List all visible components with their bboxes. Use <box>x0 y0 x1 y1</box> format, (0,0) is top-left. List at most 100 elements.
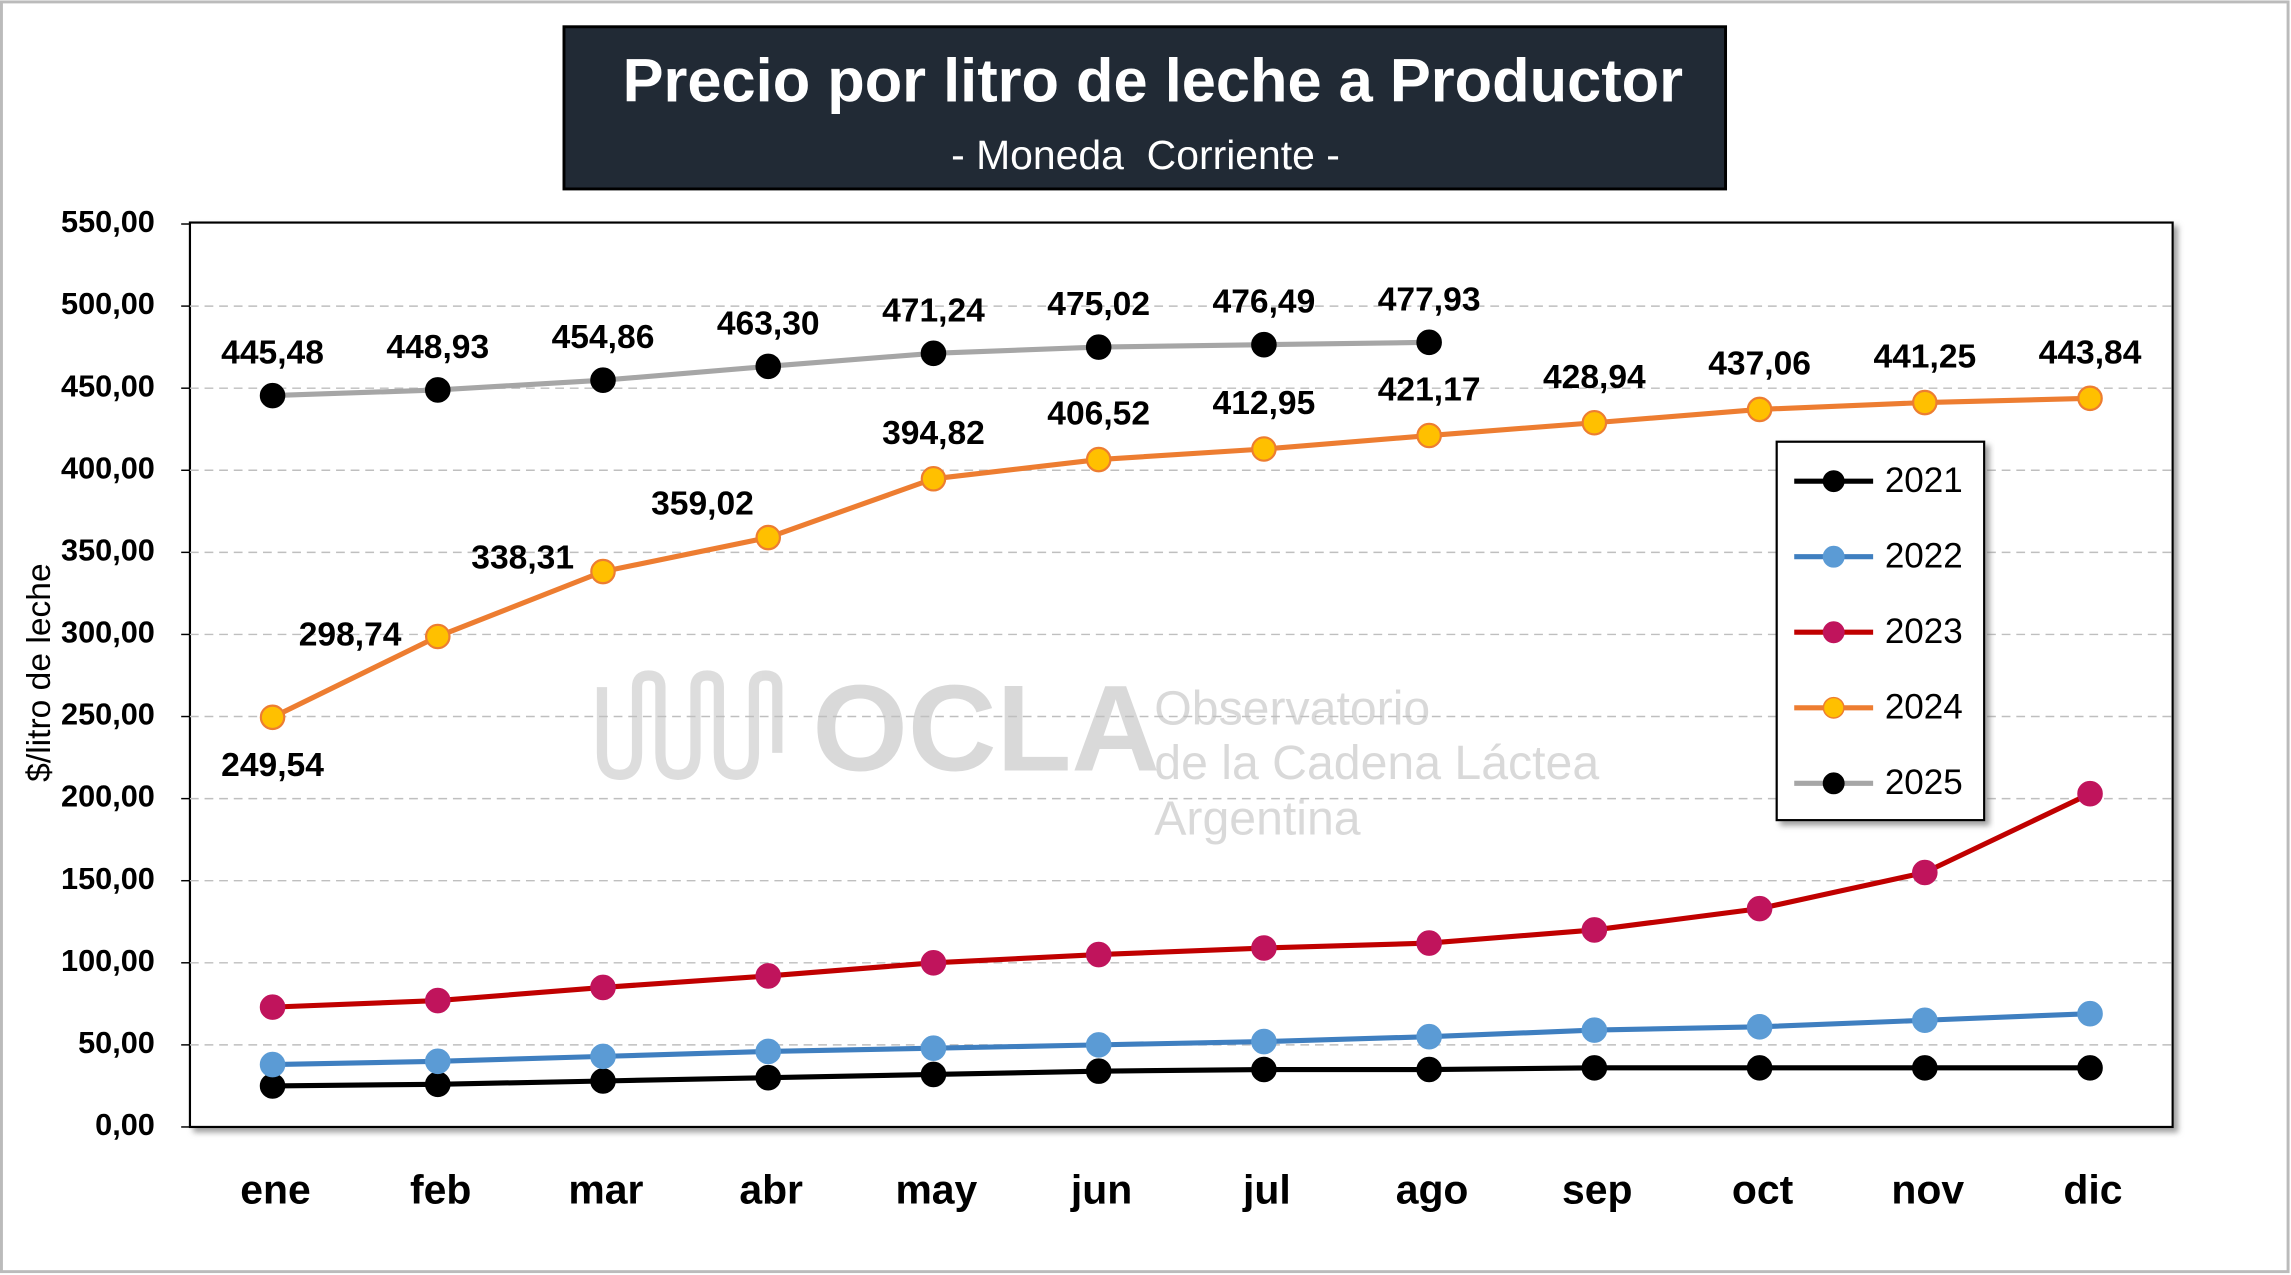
watermark-text: Observatorio <box>1154 682 1430 736</box>
x-tick-label: sep <box>1562 1167 1633 1213</box>
data-point <box>590 974 616 1001</box>
y-tick-label: 550,00 <box>61 204 155 239</box>
data-point <box>1416 1023 1442 1050</box>
y-tick-label: 50,00 <box>78 1025 155 1060</box>
y-tick-label: 400,00 <box>61 450 155 485</box>
data-point <box>1416 329 1442 356</box>
data-point <box>424 377 451 403</box>
data-point <box>2077 385 2103 412</box>
legend-marker <box>1822 621 1845 644</box>
chart-title: Precio por litro de leche a Productor <box>623 46 1683 115</box>
data-point <box>590 367 616 393</box>
data-point <box>755 1064 782 1091</box>
data-label: 428,94 <box>1543 359 1646 396</box>
watermark-text: Argentina <box>1154 791 1361 845</box>
data-label: 437,06 <box>1708 345 1811 382</box>
data-point <box>1746 396 1773 423</box>
data-point <box>1912 1055 1938 1081</box>
y-tick-label: 300,00 <box>61 615 155 650</box>
x-tick-label: oct <box>1732 1167 1794 1213</box>
data-label: 249,54 <box>221 747 324 784</box>
data-point <box>1416 930 1442 956</box>
data-point <box>1746 895 1773 922</box>
y-tick-label: 450,00 <box>61 368 155 403</box>
legend-label: 2022 <box>1885 536 1963 575</box>
data-point <box>424 987 451 1014</box>
x-tick-label: ago <box>1396 1167 1469 1213</box>
data-label: 298,74 <box>299 616 402 653</box>
y-tick-label: 100,00 <box>61 943 155 978</box>
watermark-logo <box>596 670 783 780</box>
data-point <box>1085 334 1112 360</box>
data-point <box>920 340 947 367</box>
data-point <box>1581 1055 1608 1081</box>
data-point <box>1416 1056 1442 1083</box>
legend-label: 2023 <box>1885 612 1963 651</box>
data-point <box>755 963 782 989</box>
x-tick-label: abr <box>739 1167 803 1213</box>
data-label: 421,17 <box>1378 372 1481 409</box>
data-point <box>1581 409 1608 436</box>
data-point <box>1746 1055 1773 1081</box>
data-point <box>1581 917 1608 943</box>
data-point <box>920 465 947 492</box>
data-point <box>1085 1058 1112 1084</box>
data-point <box>755 353 782 380</box>
data-point <box>2077 780 2103 807</box>
data-point <box>590 1068 616 1094</box>
data-label: 477,93 <box>1378 281 1481 318</box>
data-point <box>1912 859 1938 886</box>
legend-marker <box>1822 545 1845 568</box>
data-point <box>1416 422 1442 449</box>
data-label: 445,48 <box>221 335 324 372</box>
series-line <box>272 1065 2091 1089</box>
data-point <box>259 382 286 409</box>
data-point <box>1251 935 1277 961</box>
data-point <box>1581 1017 1608 1043</box>
data-label: 471,24 <box>882 292 985 329</box>
watermark-text: de la Cadena Láctea <box>1154 736 1599 790</box>
data-point <box>259 994 286 1020</box>
data-point <box>259 1051 286 1078</box>
data-point <box>2077 1000 2103 1027</box>
legend-marker <box>1822 696 1845 719</box>
data-point <box>590 558 616 585</box>
data-point <box>590 1043 616 1070</box>
data-point <box>1085 446 1112 473</box>
data-point <box>920 1061 947 1088</box>
y-axis-label: $/litro de leche <box>21 563 58 782</box>
data-point <box>424 1071 451 1098</box>
data-label: 394,82 <box>882 415 985 452</box>
data-label: 359,02 <box>651 485 754 522</box>
data-label: 338,31 <box>471 540 574 577</box>
data-label: 443,84 <box>2039 334 2142 371</box>
data-label: 454,86 <box>552 319 655 356</box>
x-tick-label: nov <box>1891 1167 1964 1213</box>
y-tick-label: 250,00 <box>61 697 155 732</box>
x-tick-label: jul <box>1242 1167 1291 1213</box>
x-tick-label: dic <box>2063 1167 2122 1213</box>
series-line <box>272 1011 2091 1068</box>
data-point <box>920 950 947 976</box>
x-tick-label: may <box>895 1167 977 1213</box>
data-label: 475,02 <box>1047 286 1150 323</box>
y-tick-label: 350,00 <box>61 532 155 567</box>
x-tick-label: mar <box>568 1167 643 1213</box>
y-tick-label: 150,00 <box>61 861 155 896</box>
data-point <box>755 1038 782 1065</box>
data-label: 476,49 <box>1213 284 1316 321</box>
data-point <box>1251 1056 1277 1083</box>
series-line <box>271 395 2091 720</box>
data-label: 463,30 <box>717 305 820 342</box>
data-point <box>259 1073 286 1099</box>
data-point <box>1251 1028 1277 1055</box>
legend-label: 2025 <box>1885 763 1963 802</box>
data-point <box>755 524 782 551</box>
data-point <box>1085 941 1112 968</box>
data-point <box>424 1048 451 1075</box>
data-label: 441,25 <box>1873 339 1976 376</box>
y-tick-label: 0,00 <box>95 1107 155 1142</box>
data-point <box>920 1035 947 1061</box>
legend-marker <box>1822 470 1845 493</box>
